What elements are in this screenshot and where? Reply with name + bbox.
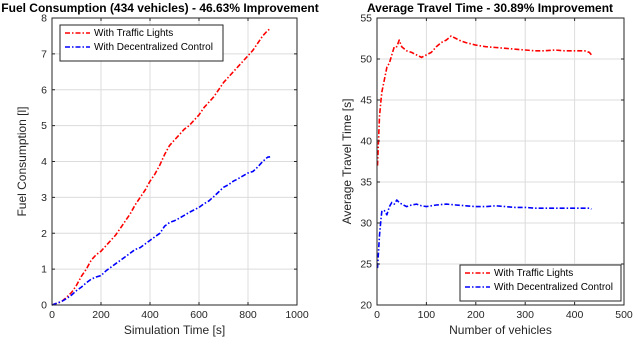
x-tick-label: 100 [418, 309, 436, 321]
y-tick-label: 1 [41, 264, 47, 276]
y-tick-label: 2 [41, 228, 47, 240]
y-tick-label: 25 [360, 259, 372, 271]
x-tick-label: 500 [615, 309, 633, 321]
legend-box [59, 24, 224, 62]
chart-title: Fuel Consumption (434 vehicles) - 46.63%… [1, 1, 318, 15]
x-axis-label: Number of vehicles [449, 323, 552, 337]
x-tick-label: 800 [239, 309, 257, 321]
x-tick-label: 400 [141, 309, 159, 321]
chart-2: 0 100 200 300 400 5002025303540455055Average … [340, 1, 633, 337]
series-line-2 [51, 156, 271, 306]
y-tick-label: 5 [41, 120, 47, 132]
x-tick-label: 300 [516, 309, 534, 321]
y-tick-label: 40 [360, 136, 372, 148]
y-tick-label: 50 [360, 54, 372, 66]
x-axis-label: Simulation Time [s] [124, 323, 225, 337]
legend: With Traffic Lights With Decentralized Co… [459, 264, 622, 302]
y-axis-label: Fuel Consumption [l] [15, 106, 29, 216]
legend-label-1: With Traffic Lights [494, 268, 573, 279]
x-tick-label: 0 [49, 309, 55, 321]
y-axis-label: Average Travel Time [s] [340, 99, 354, 225]
x-tick-label: 400 [566, 309, 584, 321]
y-tick-label: 30 [360, 218, 372, 230]
legend-box [459, 264, 622, 302]
series-line-1 [376, 35, 593, 166]
x-tick-label: 1000 [285, 309, 309, 321]
axes-frame [376, 17, 625, 306]
series-line-2 [376, 199, 592, 269]
y-tick-label: 6 [41, 84, 47, 96]
y-tick-label: 35 [360, 177, 372, 189]
plot-area [377, 18, 624, 305]
y-tick-label: 4 [41, 156, 47, 168]
y-tick-label: 55 [360, 13, 372, 25]
series-line-1 [51, 28, 271, 306]
y-tick-label: 8 [41, 13, 47, 25]
x-tick-label: 0 [374, 309, 380, 321]
x-tick-label: 200 [467, 309, 485, 321]
y-tick-label: 7 [41, 48, 47, 60]
legend-label-2: With Decentralized Control [494, 282, 613, 293]
legend-label-2: With Decentralized Control [94, 42, 213, 53]
y-tick-label: 0 [41, 300, 47, 312]
y-tick-label: 3 [41, 192, 47, 204]
legend: With Traffic Lights With Decentralized Co… [59, 24, 224, 62]
chart-title: Average Travel Time - 30.89% Improvement [367, 1, 613, 15]
y-tick-label: 20 [360, 300, 372, 312]
x-tick-label: 200 [92, 309, 110, 321]
legend-label-1: With Traffic Lights [94, 28, 173, 39]
x-tick-label: 600 [190, 309, 208, 321]
y-tick-label: 45 [360, 95, 372, 107]
